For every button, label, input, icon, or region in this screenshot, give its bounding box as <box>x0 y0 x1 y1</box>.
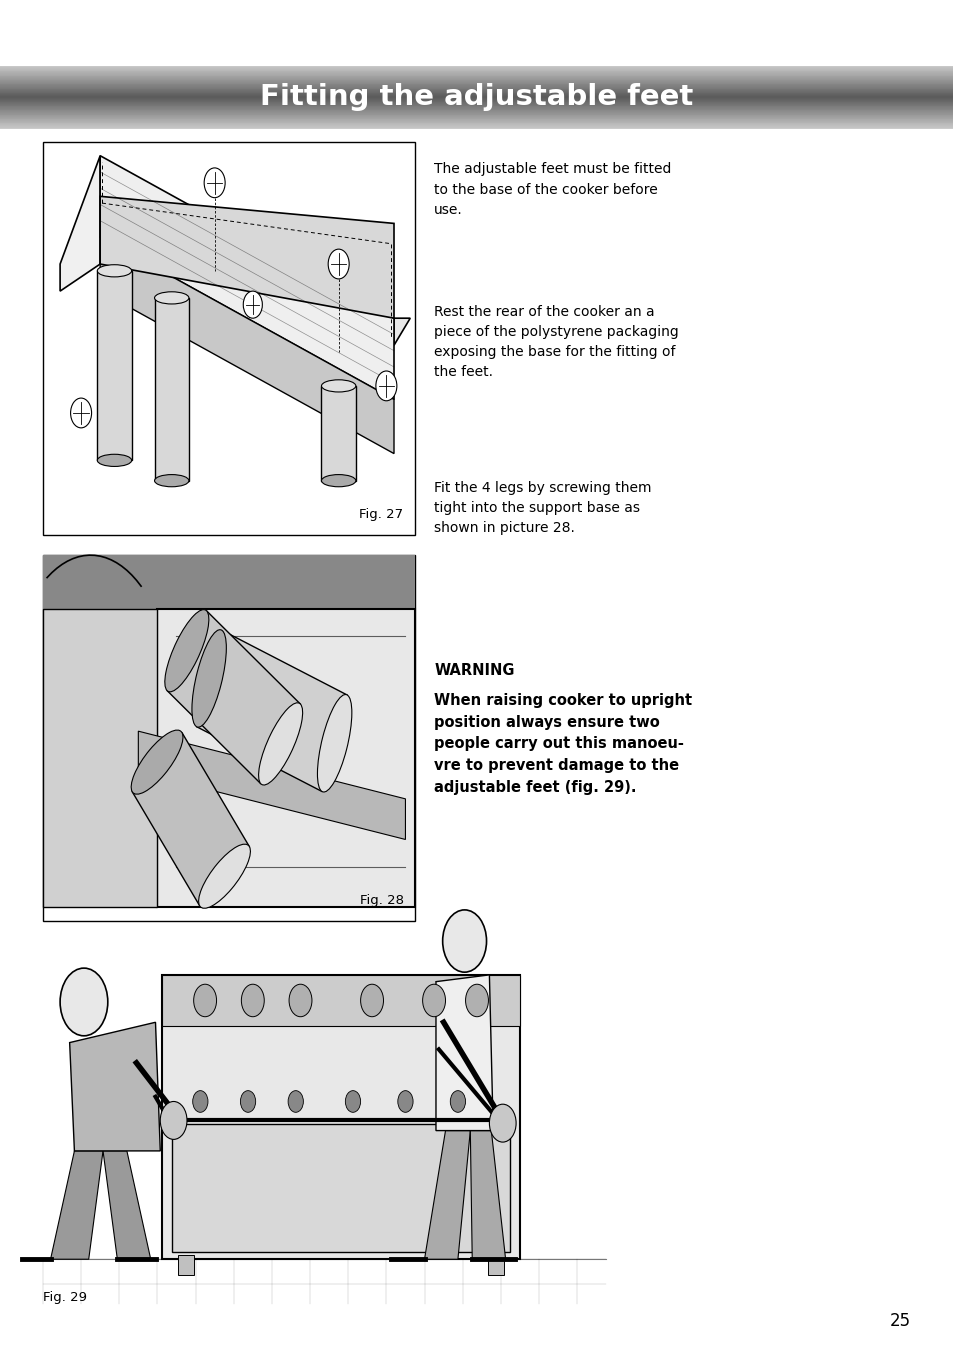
Polygon shape <box>51 1151 103 1259</box>
Ellipse shape <box>258 703 302 785</box>
Polygon shape <box>154 298 189 481</box>
Bar <box>162 975 519 1259</box>
Circle shape <box>397 1091 413 1113</box>
Bar <box>178 1255 193 1275</box>
Circle shape <box>442 910 486 972</box>
Circle shape <box>71 398 91 428</box>
Bar <box>43 142 415 535</box>
Text: WARNING: WARNING <box>434 663 514 678</box>
Text: Fig. 29: Fig. 29 <box>43 1290 87 1304</box>
Circle shape <box>193 1091 208 1113</box>
Ellipse shape <box>132 730 183 795</box>
Circle shape <box>243 291 262 318</box>
Text: The adjustable feet must be fitted
to the base of the cooker before
use.: The adjustable feet must be fitted to th… <box>434 162 671 217</box>
Polygon shape <box>132 733 249 906</box>
Circle shape <box>241 984 264 1017</box>
Bar <box>172 1124 510 1252</box>
Text: Fit the 4 legs by screwing them
tight into the support base as
shown in picture : Fit the 4 legs by screwing them tight in… <box>434 481 651 535</box>
Ellipse shape <box>97 264 132 278</box>
Polygon shape <box>103 1151 151 1259</box>
Circle shape <box>489 1105 516 1143</box>
Polygon shape <box>100 156 394 399</box>
Polygon shape <box>97 271 132 460</box>
Circle shape <box>345 1091 360 1113</box>
Circle shape <box>328 249 349 279</box>
Polygon shape <box>424 1131 470 1259</box>
Polygon shape <box>470 1131 505 1259</box>
Circle shape <box>60 968 108 1036</box>
Ellipse shape <box>165 609 209 692</box>
Ellipse shape <box>321 379 355 393</box>
Circle shape <box>160 1102 187 1140</box>
Circle shape <box>193 984 216 1017</box>
Bar <box>488 1255 503 1275</box>
Bar <box>162 975 519 1026</box>
Circle shape <box>375 371 396 401</box>
Polygon shape <box>157 609 415 907</box>
Polygon shape <box>70 1022 160 1151</box>
Circle shape <box>240 1091 255 1113</box>
Text: When raising cooker to upright
position always ensure two
people carry out this : When raising cooker to upright position … <box>434 693 692 795</box>
Polygon shape <box>138 731 405 839</box>
Circle shape <box>289 984 312 1017</box>
Bar <box>43 555 415 921</box>
Ellipse shape <box>317 695 352 792</box>
Polygon shape <box>394 318 410 345</box>
Ellipse shape <box>97 455 132 466</box>
Circle shape <box>204 168 225 198</box>
Circle shape <box>465 984 488 1017</box>
Ellipse shape <box>154 291 189 303</box>
Text: Fitting the adjustable feet: Fitting the adjustable feet <box>260 84 693 111</box>
Polygon shape <box>436 975 493 1131</box>
Ellipse shape <box>154 474 189 486</box>
Text: Fig. 28: Fig. 28 <box>359 894 403 907</box>
Circle shape <box>422 984 445 1017</box>
Polygon shape <box>321 386 355 481</box>
Text: 25: 25 <box>889 1312 910 1330</box>
Polygon shape <box>43 609 157 907</box>
Circle shape <box>288 1091 303 1113</box>
Polygon shape <box>100 196 394 318</box>
Polygon shape <box>196 630 347 792</box>
Text: Rest the rear of the cooker an a
piece of the polystyrene packaging
exposing the: Rest the rear of the cooker an a piece o… <box>434 305 679 379</box>
Ellipse shape <box>321 474 355 486</box>
Circle shape <box>450 1091 465 1113</box>
Polygon shape <box>60 156 100 291</box>
Ellipse shape <box>198 844 250 909</box>
Polygon shape <box>43 555 415 609</box>
Ellipse shape <box>192 630 226 727</box>
Polygon shape <box>167 611 300 784</box>
Text: Fig. 27: Fig. 27 <box>359 508 403 521</box>
Polygon shape <box>100 237 394 454</box>
Circle shape <box>360 984 383 1017</box>
